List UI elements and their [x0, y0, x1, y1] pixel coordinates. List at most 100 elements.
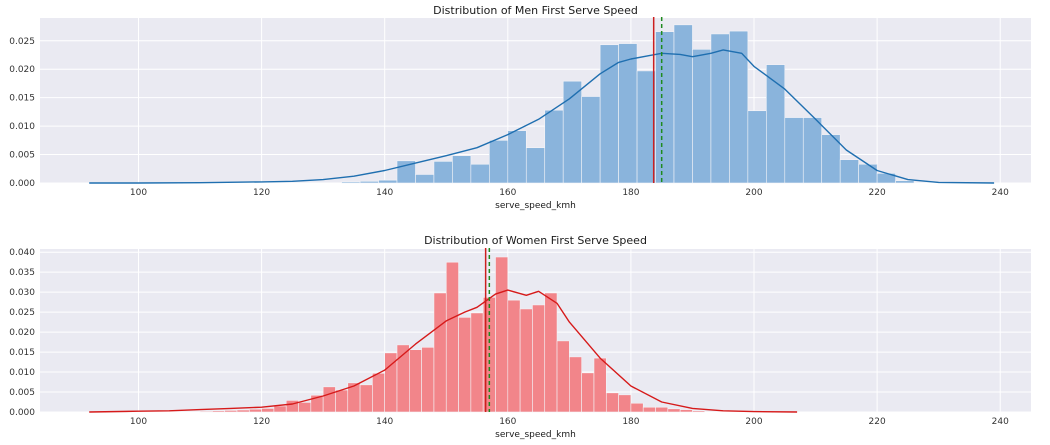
- histogram-bar: [495, 256, 509, 413]
- chart-title: Distribution of Women First Serve Speed: [424, 234, 647, 247]
- histogram-bar: [692, 410, 706, 413]
- histogram-bar: [673, 24, 693, 184]
- x-tick-label: 140: [376, 188, 393, 198]
- histogram-bar: [802, 117, 823, 184]
- y-tick-label: 0.010: [9, 122, 35, 132]
- histogram-bar: [581, 372, 595, 413]
- histogram-bar: [335, 389, 349, 413]
- histogram-bar: [489, 140, 509, 184]
- histogram-bar: [710, 33, 730, 184]
- histogram-bar: [544, 292, 558, 413]
- x-tick-label: 100: [130, 188, 147, 198]
- y-tick-label: 0.025: [9, 308, 35, 318]
- histogram-bar: [679, 409, 693, 413]
- y-tick-label: 0.000: [9, 408, 35, 418]
- histogram-bar: [599, 44, 619, 184]
- x-tick-label: 120: [253, 188, 270, 198]
- x-tick-label: 140: [376, 417, 393, 427]
- x-tick-label: 240: [992, 417, 1009, 427]
- y-tick-label: 0.000: [9, 179, 35, 189]
- histogram-bar: [452, 155, 472, 184]
- histogram-bar: [630, 402, 644, 413]
- histogram-bar: [692, 48, 712, 184]
- men-serve-speed-chart: 0.000 0.005 0.010 0.015 0.020 0.025 100 120 140 1…: [9, 4, 1031, 211]
- histogram-bar: [532, 304, 546, 413]
- y-tick-label: 0.040: [9, 248, 35, 258]
- x-tick-label: 100: [130, 417, 147, 427]
- y-tick-label: 0.005: [9, 388, 35, 398]
- histogram-bar: [636, 70, 656, 184]
- histogram-bar: [729, 30, 749, 184]
- chart-title: Distribution of Men First Serve Speed: [433, 4, 638, 17]
- histogram-bar: [224, 410, 238, 413]
- y-tick-label: 0.010: [9, 368, 35, 378]
- histogram-bar: [458, 317, 472, 413]
- histogram-bar: [667, 408, 681, 413]
- x-tick-label: 220: [869, 188, 886, 198]
- histogram-bar: [322, 386, 336, 413]
- y-tick-label: 0.020: [9, 65, 35, 75]
- histogram-bar: [839, 159, 859, 184]
- histogram-bar: [507, 299, 521, 413]
- x-tick-label: 200: [745, 417, 762, 427]
- histogram-bar: [544, 109, 564, 184]
- histogram-bar: [519, 308, 533, 413]
- histogram-bar: [261, 408, 275, 413]
- x-tick-label: 160: [499, 417, 516, 427]
- histogram-bar: [421, 346, 435, 413]
- histogram-bar: [747, 110, 767, 184]
- y-tick-label: 0.035: [9, 268, 35, 278]
- histogram-bar: [372, 372, 385, 413]
- histogram-bar: [507, 130, 527, 184]
- histogram-bar: [470, 163, 490, 184]
- histogram-bar: [593, 357, 607, 413]
- x-axis-label: serve_speed_kmh: [495, 430, 576, 440]
- women-serve-speed-chart: 0.000 0.005 0.010 0.015 0.020 0.025 0.030 0.035…: [9, 234, 1031, 440]
- histogram-bar: [359, 384, 373, 413]
- x-tick-label: 180: [622, 188, 639, 198]
- histogram-bar: [415, 174, 435, 184]
- histogram-bar: [378, 179, 398, 184]
- y-tick-label: 0.015: [9, 348, 35, 358]
- histogram-bar: [273, 405, 287, 413]
- histogram-bar: [895, 180, 915, 184]
- histogram-bar: [236, 409, 250, 413]
- histogram-bar: [655, 406, 669, 413]
- x-tick-label: 200: [745, 188, 762, 198]
- histogram-bar: [569, 356, 582, 413]
- histogram-bar: [858, 163, 878, 184]
- histogram-bar: [212, 410, 225, 413]
- kde-line: [89, 49, 995, 184]
- histogram-bar: [642, 406, 656, 413]
- histogram-bar: [470, 312, 484, 413]
- histogram-bar: [556, 340, 570, 413]
- kde-line: [89, 289, 798, 413]
- histogram-bar: [298, 402, 312, 413]
- histogram-bar: [784, 117, 804, 184]
- histogram-bar: [199, 410, 213, 413]
- x-tick-label: 220: [869, 417, 886, 427]
- y-tick-label: 0.015: [9, 94, 35, 104]
- x-tick-label: 240: [992, 188, 1009, 198]
- histogram-bar: [618, 43, 638, 184]
- histogram-bar: [433, 292, 447, 413]
- histogram-bar: [618, 394, 632, 413]
- x-tick-label: 160: [499, 188, 516, 198]
- x-axis-label: serve_speed_kmh: [495, 201, 576, 211]
- histogram-bar: [359, 180, 379, 184]
- y-tick-label: 0.005: [9, 151, 35, 161]
- x-tick-label: 180: [622, 417, 639, 427]
- histogram-bar: [525, 147, 546, 184]
- histogram-bar: [605, 392, 619, 413]
- y-tick-label: 0.030: [9, 288, 35, 298]
- histogram-bar: [341, 181, 361, 184]
- y-tick-label: 0.025: [9, 37, 35, 47]
- y-tick-label: 0.020: [9, 328, 35, 338]
- histogram-bar: [445, 261, 459, 413]
- histogram-bar: [285, 400, 299, 413]
- histogram-bar: [581, 96, 601, 184]
- x-tick-label: 120: [253, 417, 270, 427]
- histogram-bar: [409, 349, 422, 413]
- histogram-bar: [248, 408, 262, 413]
